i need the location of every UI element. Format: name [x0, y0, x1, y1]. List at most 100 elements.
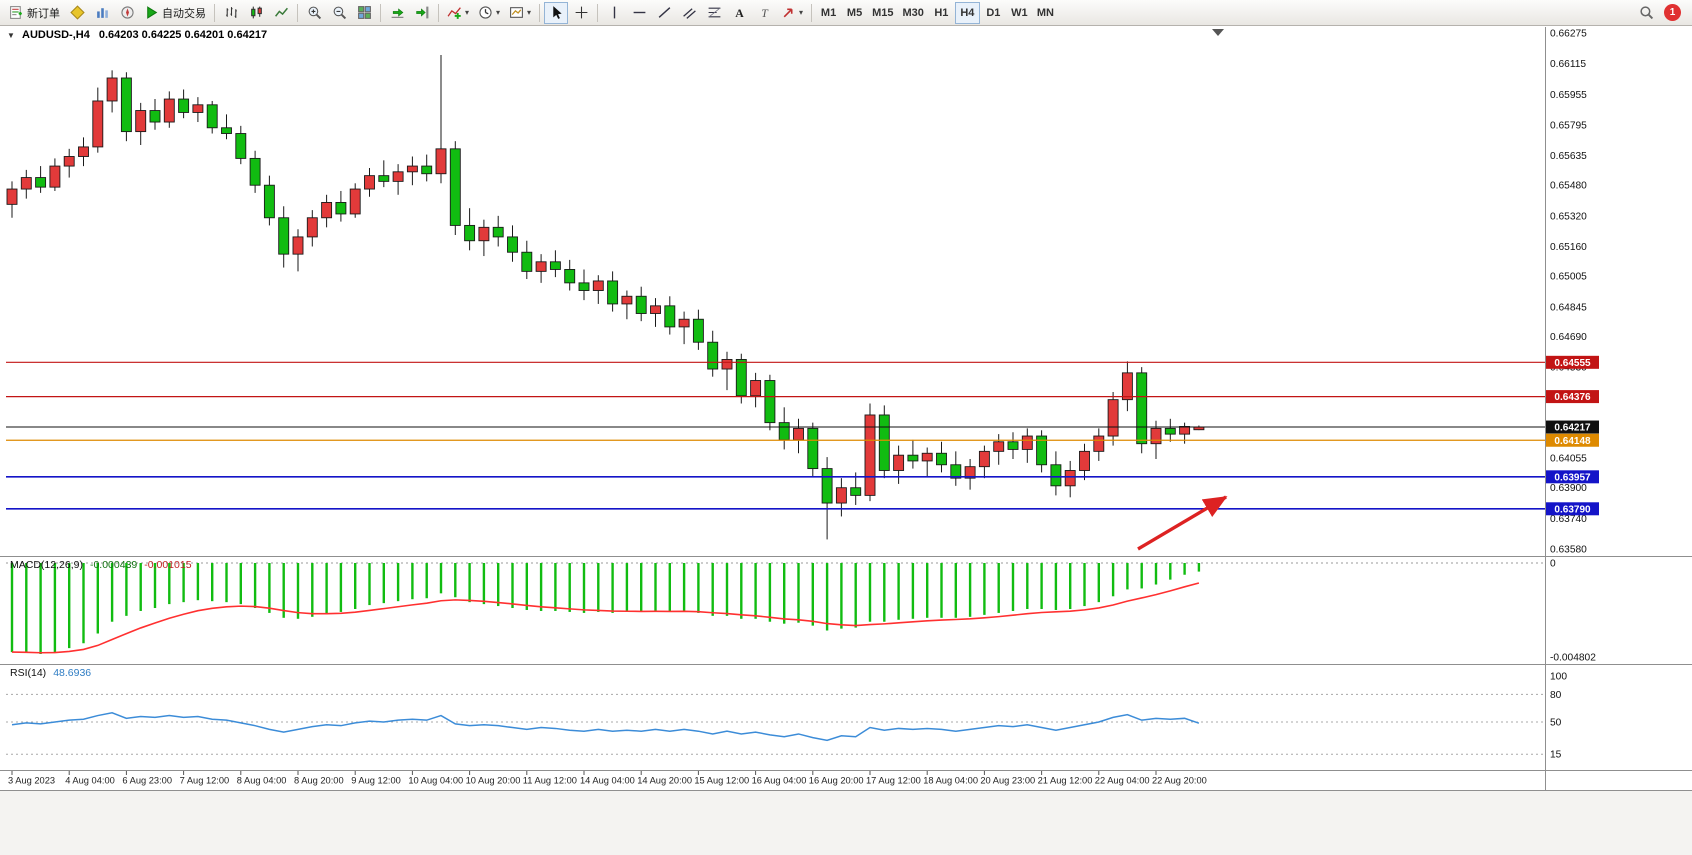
candle-body	[750, 380, 762, 397]
macd-name: MACD(12,26,9)	[10, 559, 83, 571]
price-tag	[1546, 355, 1599, 369]
line-chart-button[interactable]	[269, 2, 293, 24]
candlestick-chart-icon	[250, 6, 262, 19]
crosshair-button[interactable]	[569, 2, 593, 24]
timeframe-m15-button[interactable]: M15	[868, 2, 897, 24]
candle-body	[549, 261, 561, 270]
timeframe-h1-button[interactable]: H1	[929, 2, 954, 24]
candle-body	[378, 175, 390, 182]
text-button[interactable]: A	[727, 2, 751, 24]
candle-body	[221, 127, 232, 134]
chart-canvas[interactable]	[0, 26, 1692, 791]
bar-chart-button[interactable]	[219, 2, 243, 24]
time-axis-label: 11 Aug 12:00	[523, 776, 577, 786]
candle-body	[478, 226, 490, 242]
candle-body	[349, 188, 361, 215]
notification-badge[interactable]: 1	[1664, 4, 1681, 21]
arrows-dropdown-button[interactable]: ▾	[777, 2, 807, 24]
candle-body	[978, 450, 990, 468]
price-axis-label: 0.65795	[1550, 120, 1587, 131]
timeframe-mn-button[interactable]: MN	[1033, 2, 1058, 24]
candle-body	[778, 422, 790, 441]
cursor-button[interactable]	[544, 1, 569, 24]
candlestick-chart-button[interactable]	[244, 2, 268, 24]
candle-body	[35, 177, 47, 188]
price-tag	[1546, 390, 1599, 404]
rsi-name: RSI(14)	[10, 667, 47, 679]
macd-axis-label: 0	[1550, 559, 1556, 570]
periods-dropdown-button[interactable]: ▾	[474, 2, 504, 24]
candle-body	[850, 487, 862, 496]
auto-scroll-button[interactable]	[385, 2, 409, 24]
one-click-trading-expander[interactable]: ▼	[7, 31, 15, 40]
time-axis-label: 20 Aug 23:00	[980, 776, 1035, 786]
dropdown-caret-icon: ▾	[496, 7, 501, 17]
candle-body	[1093, 435, 1105, 452]
template-icon	[510, 7, 523, 18]
candle-body	[507, 236, 518, 253]
tile-windows-button[interactable]	[352, 2, 376, 24]
candle-body	[106, 77, 118, 102]
price-axis-label: 0.63580	[1550, 545, 1587, 556]
templates-dropdown-button[interactable]: ▾	[505, 2, 535, 24]
autotrading-button[interactable]: 自动交易	[140, 2, 210, 24]
candle-body	[392, 171, 404, 182]
candle-body	[49, 165, 61, 188]
tile-windows-icon	[357, 6, 371, 19]
timeframe-w1-button[interactable]: W1	[1007, 2, 1032, 24]
macd-main-value: -0.000439	[89, 559, 138, 571]
horizontal-line-icon	[633, 11, 645, 14]
channel-button[interactable]	[677, 2, 701, 24]
zoom-out-button[interactable]	[327, 2, 351, 24]
dropdown-caret-icon: ▾	[465, 7, 470, 17]
fibonacci-button[interactable]	[702, 2, 726, 24]
toolbar-separator	[297, 3, 298, 22]
timeframe-d1-button[interactable]: D1	[981, 2, 1006, 24]
time-axis-label: 17 Aug 12:00	[866, 776, 921, 786]
candle-body	[664, 305, 676, 328]
price-tag-label: 0.63790	[1554, 504, 1591, 515]
autotrading-play-icon	[147, 6, 158, 19]
time-axis-label: 15 Aug 12:00	[694, 776, 749, 786]
price-axis-label: 0.65320	[1550, 211, 1587, 222]
metaeditor-button[interactable]	[65, 2, 89, 24]
text-label-icon: T	[761, 7, 769, 20]
candle-body	[335, 201, 347, 215]
candle-body	[449, 148, 461, 226]
timeframe-m30-button[interactable]: M30	[898, 2, 927, 24]
candle-body	[321, 201, 333, 219]
search-button[interactable]	[1634, 2, 1658, 24]
candle-body	[249, 157, 261, 186]
macd-signal-line	[11, 582, 1200, 654]
indicators-button[interactable]: ▾	[443, 2, 473, 24]
candle-body	[1107, 399, 1119, 437]
time-axis-label: 10 Aug 04:00	[408, 776, 463, 786]
candle-body	[406, 165, 418, 173]
price-tag-label: 0.64376	[1554, 392, 1591, 403]
arrow-annotation[interactable]	[1137, 495, 1228, 551]
zoom-in-button[interactable]	[302, 2, 326, 24]
candle-body	[163, 98, 175, 123]
time-axis-label: 3 Aug 2023	[8, 776, 55, 786]
chart-shift-button[interactable]	[410, 2, 434, 24]
price-axis-label: 0.66275	[1550, 29, 1587, 40]
timeframe-m1-button[interactable]: M1	[816, 2, 841, 24]
horizontal-line-button[interactable]	[627, 2, 651, 24]
rsi-axis-label: 100	[1550, 672, 1567, 683]
candle-body	[1121, 372, 1133, 401]
trendline-icon	[658, 7, 670, 18]
timeframe-m5-button[interactable]: M5	[842, 2, 867, 24]
candle-body	[435, 148, 447, 175]
candle-body	[1136, 372, 1148, 445]
trendline-button[interactable]	[652, 2, 676, 24]
new-order-button[interactable]: 新订单	[5, 2, 64, 24]
chart-shift-marker[interactable]	[1212, 29, 1224, 36]
text-label-button[interactable]: T	[752, 2, 776, 24]
rsi-line	[11, 712, 1200, 742]
timeframe-h4-button[interactable]: H4	[954, 1, 980, 24]
vertical-line-button[interactable]	[602, 2, 626, 24]
navigator-button[interactable]	[115, 2, 139, 24]
candle-body	[635, 295, 647, 314]
market-watch-button[interactable]	[90, 2, 114, 24]
